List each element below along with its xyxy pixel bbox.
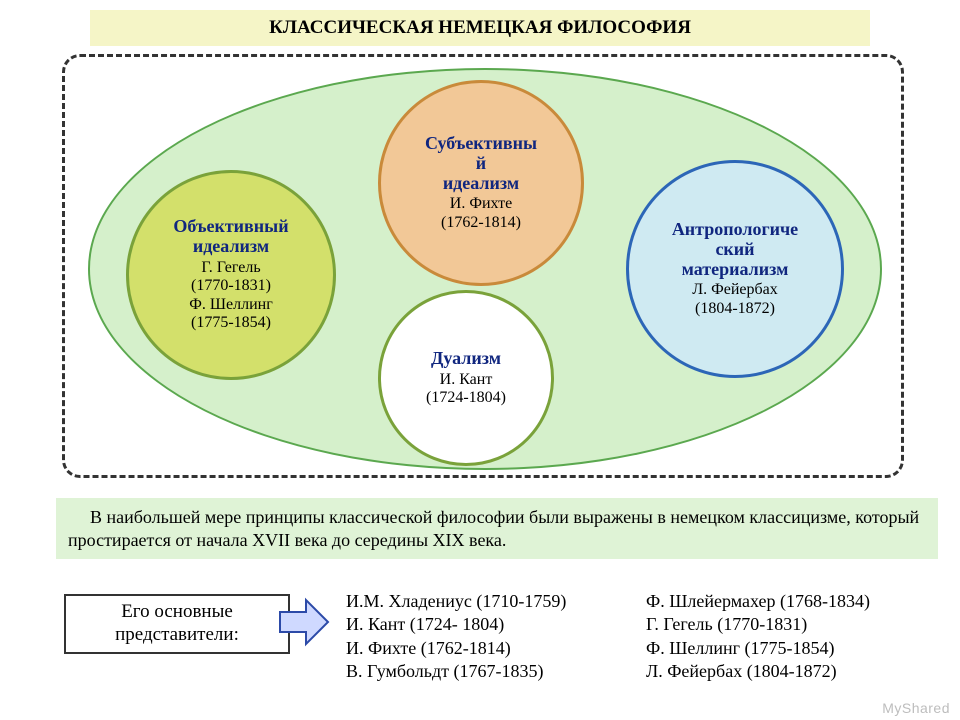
node-anthro-title: Антропологическийматериализм — [672, 220, 798, 279]
page-title: КЛАССИЧЕСКАЯ НЕМЕЦКАЯ ФИЛОСОФИЯ — [90, 10, 870, 46]
node-dualism-title: Дуализм — [431, 349, 501, 369]
rep-name: Ф. Шеллинг (1775-1854) — [646, 637, 946, 660]
arrow-shape — [280, 600, 328, 644]
rep-name: Л. Фейербах (1804-1872) — [646, 660, 946, 683]
rep-name: И. Фихте (1762-1814) — [346, 637, 626, 660]
node-dualism: Дуализм И. Кант(1724-1804) — [378, 290, 554, 466]
rep-name: Г. Гегель (1770-1831) — [646, 613, 946, 636]
node-objective-title: Объективный идеализм — [137, 217, 325, 257]
watermark: MyShared — [882, 700, 950, 716]
rep-name: Ф. Шлейермахер (1768-1834) — [646, 590, 946, 613]
representatives-col-1: И.М. Хладениус (1710-1759) И. Кант (1724… — [346, 590, 626, 684]
node-objective-idealism: Объективный идеализм Г. Гегель(1770-1831… — [126, 170, 336, 380]
rep-name: И.М. Хладениус (1710-1759) — [346, 590, 626, 613]
node-subjective-sub: И. Фихте(1762-1814) — [441, 195, 521, 232]
representatives-label: Его основные представители: — [64, 594, 290, 654]
representatives-label-text: Его основные представители: — [72, 601, 282, 647]
node-anthro-sub: Л. Фейербах(1804-1872) — [692, 281, 778, 318]
representatives-col-2: Ф. Шлейермахер (1768-1834) Г. Гегель (17… — [646, 590, 946, 684]
node-objective-sub: Г. Гегель(1770-1831)Ф. Шеллинг(1775-1854… — [189, 259, 273, 333]
rep-name: И. Кант (1724- 1804) — [346, 613, 626, 636]
node-dualism-sub: И. Кант(1724-1804) — [426, 371, 506, 408]
arrow-icon — [278, 596, 330, 648]
rep-name: В. Гумбольдт (1767-1835) — [346, 660, 626, 683]
node-subjective-idealism: Субъективныйидеализм И. Фихте(1762-1814) — [378, 80, 584, 286]
diagram-stage: КЛАССИЧЕСКАЯ НЕМЕЦКАЯ ФИЛОСОФИЯ Объектив… — [0, 0, 960, 720]
node-anthropological-materialism: Антропологическийматериализм Л. Фейербах… — [626, 160, 844, 378]
node-subjective-title: Субъективныйидеализм — [425, 134, 537, 193]
info-box: В наибольшей мере принципы классической … — [56, 498, 938, 559]
